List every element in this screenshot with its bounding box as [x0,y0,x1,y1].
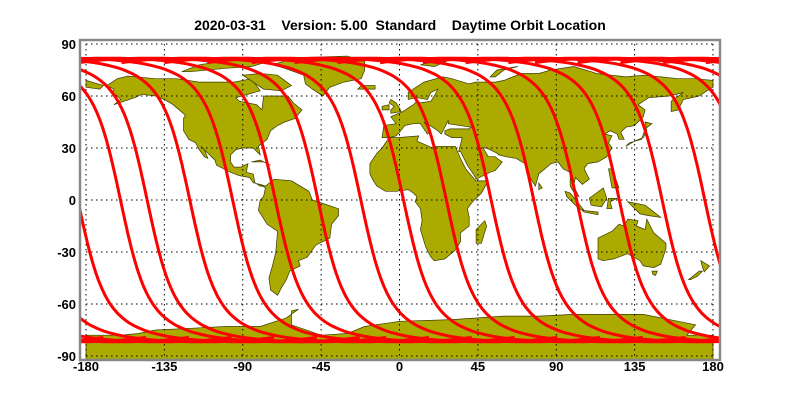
orbit-track-14 [80,203,318,344]
landmass-britain [388,98,402,114]
orbit-track-7 [0,58,16,342]
x-axis: -180 -135 -90 -45 0 45 90 135 180 [73,359,724,374]
y-tick-label: 90 [62,37,76,52]
orbit-track-4 [662,56,720,65]
y-axis: 90 60 30 0 -30 -60 -90 [57,37,76,364]
landmass-cuba [251,159,271,166]
landmass-borneo [588,187,608,208]
orbit-tracks [0,56,800,344]
orbit-track-9 [80,335,104,342]
orbit-track-9 [251,56,720,344]
y-tick-label: 0 [69,193,76,208]
orbit-track-0 [80,83,360,344]
x-tick-label: -45 [312,359,331,374]
chart-title: 2020-03-31 Version: 5.00 Standard Daytim… [194,17,606,33]
orbit-track-10 [294,56,720,344]
orbit-track-8 [206,56,686,344]
landmass-chukotka [85,79,105,90]
x-tick-label: 45 [471,359,485,374]
landmass-sulawesi [606,197,618,210]
landmass-sri-lanka [538,181,543,191]
orbit-track-0 [508,56,720,108]
orbit-track-5 [80,56,558,344]
orbit-track-12 [379,56,720,340]
orbit-track-7 [791,58,800,342]
landmass-ireland [381,104,390,111]
x-tick-label: -90 [233,359,252,374]
landmass-madagascar [475,220,487,244]
x-tick-label: -180 [73,359,99,374]
y-tick-label: -60 [57,297,76,312]
orbit-track-6 [749,58,800,342]
orbit-track-13 [422,56,720,329]
plot-frame [78,38,722,362]
x-tick-label: 90 [549,359,563,374]
x-tick-label: 0 [396,359,403,374]
land-layer [85,55,714,360]
orbit-track-14 [465,56,720,269]
orbit-track-2 [80,59,430,344]
landmass-novaya-zemlya [489,66,518,78]
x-tick-label: 135 [624,359,646,374]
landmass-japan [625,121,653,147]
landmass-africa [369,135,489,262]
y-tick-label: -30 [57,245,76,260]
orbit-track-4 [80,56,515,344]
y-tick-label: 60 [62,89,76,104]
orbit-track-1 [80,67,387,344]
y-tick-label: -90 [57,349,76,364]
orbit-track-6 [121,56,601,344]
x-tick-label: 180 [702,359,724,374]
orbit-track-7 [164,56,643,344]
landmass-new-guinea [626,201,663,218]
landmass-new-zealand-north [700,259,711,273]
x-tick-label: -135 [151,359,177,374]
orbit-track-3 [80,56,473,344]
landmass-north-america [106,75,303,187]
landmass-tasmania [651,270,658,276]
grid-layer [85,43,714,357]
landmass-java [581,209,599,216]
orbit-track-11 [337,56,720,343]
orbit-track-8 [0,58,59,342]
landmass-new-zealand-south [687,270,704,281]
y-tick-label: 30 [62,141,76,156]
